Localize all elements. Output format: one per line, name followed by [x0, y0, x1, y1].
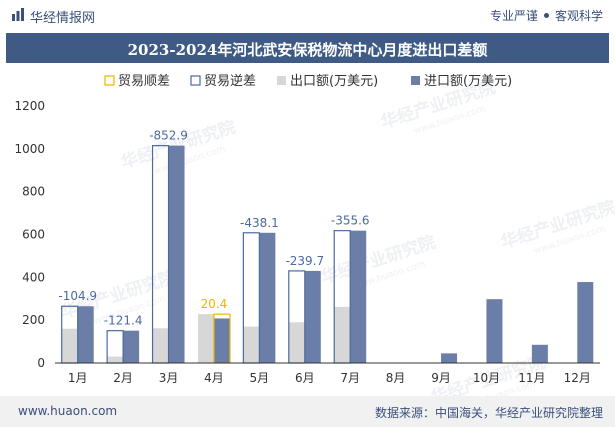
- x-tick-label: 9月: [431, 371, 451, 385]
- header: 华经情报网 专业严谨 客观科学: [0, 0, 615, 30]
- tagline-dot-icon: [543, 13, 549, 18]
- y-tick-label: 600: [22, 228, 45, 242]
- x-tick-label: 10月: [473, 371, 500, 385]
- export-bar: [107, 356, 124, 363]
- y-tick-label: 400: [22, 270, 45, 284]
- x-tick-label: 8月: [386, 371, 406, 385]
- legend-swatch: [190, 75, 201, 86]
- deficit-data-label: -121.4: [104, 314, 143, 328]
- deficit-data-label: -104.9: [58, 289, 97, 303]
- y-tick-label: 1000: [14, 142, 45, 156]
- legend-label: 出口额(万美元): [290, 74, 378, 89]
- import-bar: [77, 306, 94, 363]
- export-bar: [197, 314, 214, 363]
- legend-swatch: [104, 75, 115, 86]
- tagline: 专业严谨 客观科学: [490, 7, 603, 24]
- import-bar: [213, 318, 230, 363]
- import-bar: [123, 330, 140, 363]
- tagline-right: 客观科学: [554, 9, 603, 23]
- legend-label: 贸易逆差: [204, 73, 256, 89]
- deficit-data-label: -239.7: [285, 254, 324, 268]
- deficit-data-label: -438.1: [240, 216, 279, 230]
- deficit-data-label: -355.6: [331, 214, 370, 228]
- import-bar: [168, 145, 185, 363]
- deficit-data-label: -852.9: [149, 129, 188, 143]
- import-bar: [350, 230, 367, 363]
- x-tick-label: 4月: [204, 371, 224, 385]
- legend-label: 进口额(万美元): [424, 74, 512, 89]
- import-bar: [259, 232, 276, 363]
- export-bar: [288, 322, 305, 363]
- import-bar: [531, 344, 548, 363]
- export-bar: [61, 328, 78, 363]
- export-bar: [334, 306, 351, 363]
- legend-swatch: [277, 76, 286, 85]
- brand-logo-icon: [12, 8, 24, 21]
- import-bar: [441, 353, 458, 363]
- x-tick-label: 7月: [340, 371, 360, 385]
- title-bar: 2023-2024年河北武安保税物流中心月度进出口差额: [6, 33, 609, 63]
- y-tick-label: 1200: [14, 99, 45, 113]
- chart: 华经产业研究院www.huaon.com华经产业研究院www.huaon.com…: [14, 73, 615, 396]
- chart-title: 2023-2024年河北武安保税物流中心月度进出口差额: [127, 41, 488, 59]
- x-tick-label: 5月: [250, 371, 270, 385]
- footer: www.huaon.com 数据来源：中国海关，华经产业研究院整理: [0, 396, 615, 427]
- y-tick-label: 200: [22, 313, 45, 327]
- x-tick-label: 3月: [159, 371, 179, 385]
- tagline-left: 专业严谨: [489, 9, 538, 23]
- export-bar: [152, 328, 169, 363]
- x-tick-label: 2月: [113, 371, 133, 385]
- y-tick-label: 0: [37, 356, 45, 370]
- export-bar: [243, 326, 260, 363]
- legend-swatch: [411, 76, 420, 85]
- legend-label: 贸易顺差: [118, 74, 170, 89]
- x-tick-label: 11月: [518, 371, 545, 385]
- footer-source: 数据来源：中国海关，华经产业研究院整理: [374, 406, 603, 420]
- footer-site: www.huaon.com: [18, 404, 118, 418]
- surplus-data-label: 20.4: [201, 297, 228, 311]
- x-tick-label: 12月: [564, 371, 591, 385]
- x-tick-label: 6月: [295, 371, 315, 385]
- y-tick-label: 800: [22, 185, 45, 199]
- brand-name: 华经情报网: [30, 11, 96, 26]
- import-bar: [577, 282, 594, 363]
- import-bar: [304, 270, 321, 363]
- x-tick-label: 1月: [68, 371, 88, 385]
- import-bar: [486, 299, 503, 363]
